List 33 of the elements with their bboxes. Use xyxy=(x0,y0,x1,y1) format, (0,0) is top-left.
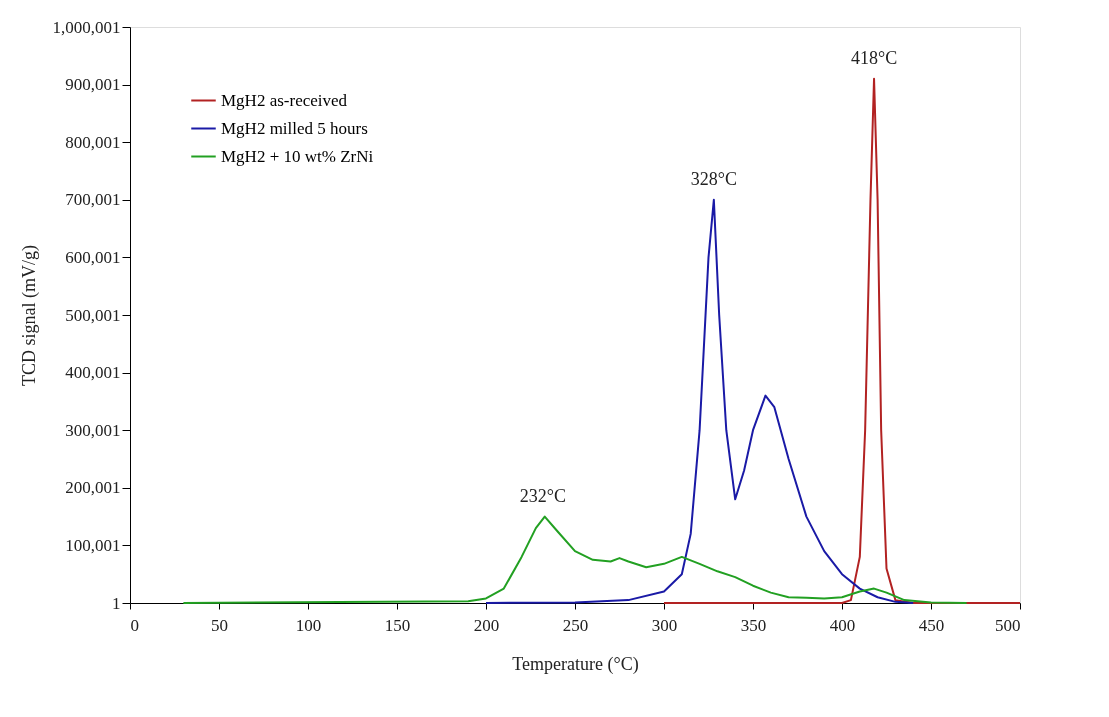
x-axis-title: Temperature (°C) xyxy=(512,653,639,675)
line-series xyxy=(485,198,915,604)
line-series xyxy=(182,515,968,604)
x-tick-label: 200 xyxy=(473,615,500,635)
y-tick-label: 800,001 xyxy=(65,132,121,152)
y-axis-title: TCD signal (mV/g) xyxy=(18,245,40,386)
x-tick-label: 400 xyxy=(829,615,856,635)
y-tick-label: 500,001 xyxy=(65,305,121,325)
y-tick-label: 1 xyxy=(112,593,121,613)
y-tick-label: 400,001 xyxy=(65,363,121,383)
annotation: 232°C xyxy=(519,485,567,506)
y-tick-label: 100,001 xyxy=(65,535,121,555)
x-tick-label: 50 xyxy=(211,615,228,635)
line-series xyxy=(663,77,1021,604)
y-tick-label: 600,001 xyxy=(65,247,121,267)
y-tick-label: 200,001 xyxy=(65,478,121,498)
x-tick-label: 0 xyxy=(130,615,139,635)
x-tick-label: 300 xyxy=(651,615,678,635)
legend-label: MgH2 milled 5 hours xyxy=(221,118,368,138)
annotation: 418°C xyxy=(850,47,898,68)
x-tick-label: 350 xyxy=(740,615,767,635)
legend-label: MgH2 + 10 wt% ZrNi xyxy=(221,146,374,166)
y-tick-label: 700,001 xyxy=(65,190,121,210)
annotation: 328°C xyxy=(690,168,737,189)
y-tick-label: 900,001 xyxy=(65,75,121,95)
x-tick-label: 100 xyxy=(295,615,322,635)
x-tick-label: 450 xyxy=(918,615,945,635)
y-tick-label: 1,000,001 xyxy=(52,17,121,37)
legend-label: MgH2 as-received xyxy=(221,90,348,110)
x-tick-label: 500 xyxy=(995,615,1021,635)
x-tick-label: 250 xyxy=(562,615,589,635)
x-tick-label: 150 xyxy=(384,615,411,635)
y-tick-label: 300,001 xyxy=(65,420,121,440)
